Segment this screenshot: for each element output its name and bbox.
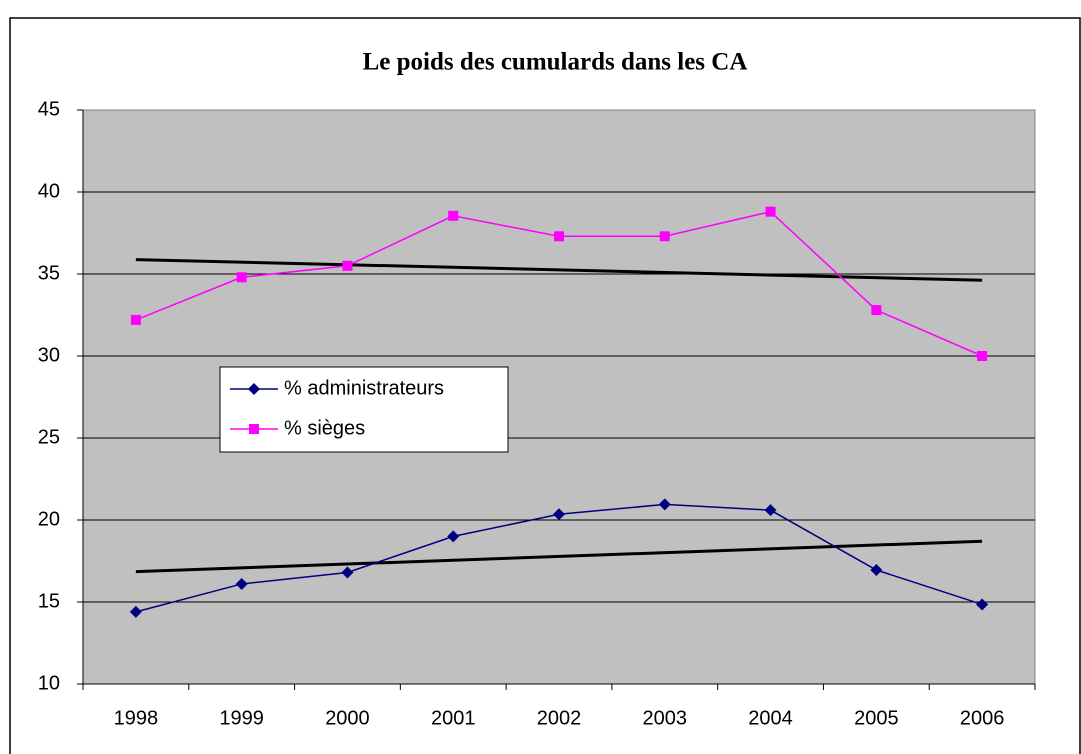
marker (765, 206, 776, 217)
marker (871, 305, 882, 316)
legend-box (219, 366, 509, 453)
x-tick-label: 2005 (854, 707, 899, 729)
x-tick-label: 2006 (960, 707, 1005, 729)
marker (249, 424, 259, 434)
marker (977, 351, 988, 361)
marker (248, 383, 260, 395)
marker (764, 504, 777, 517)
y-tick-label: 40 (38, 180, 60, 202)
y-tick-label: 25 (38, 426, 60, 448)
marker (342, 260, 353, 271)
y-tick-label: 10 (38, 672, 60, 694)
chart-title: Le poids des cumulards dans les CA (363, 49, 748, 76)
marker (658, 498, 671, 511)
legend-label: % administrateurs (284, 377, 444, 399)
x-tick-label: 1998 (114, 707, 159, 729)
marker (235, 577, 248, 590)
y-tick-label: 35 (38, 262, 60, 284)
trendline (135, 539, 983, 574)
x-tick-label: 2004 (748, 707, 793, 729)
y-tick-label: 45 (38, 98, 60, 120)
marker (554, 231, 564, 242)
x-tick-label: 2000 (325, 707, 370, 729)
y-tick-label: 15 (38, 590, 60, 612)
legend-label: % sièges (284, 417, 365, 439)
marker (870, 564, 883, 577)
x-tick-label: 2002 (537, 707, 582, 729)
marker (236, 272, 247, 283)
marker (448, 210, 459, 221)
marker (553, 508, 565, 521)
x-tick-label: 1999 (219, 707, 264, 729)
marker (976, 598, 989, 611)
y-tick-label: 20 (38, 508, 60, 530)
y-tick-label: 30 (38, 344, 60, 366)
x-tick-label: 2001 (431, 707, 476, 729)
marker (129, 605, 142, 618)
x-tick-label: 2003 (643, 707, 688, 729)
marker (447, 530, 460, 543)
marker (341, 566, 354, 579)
marker (130, 314, 141, 325)
marker (659, 231, 670, 242)
